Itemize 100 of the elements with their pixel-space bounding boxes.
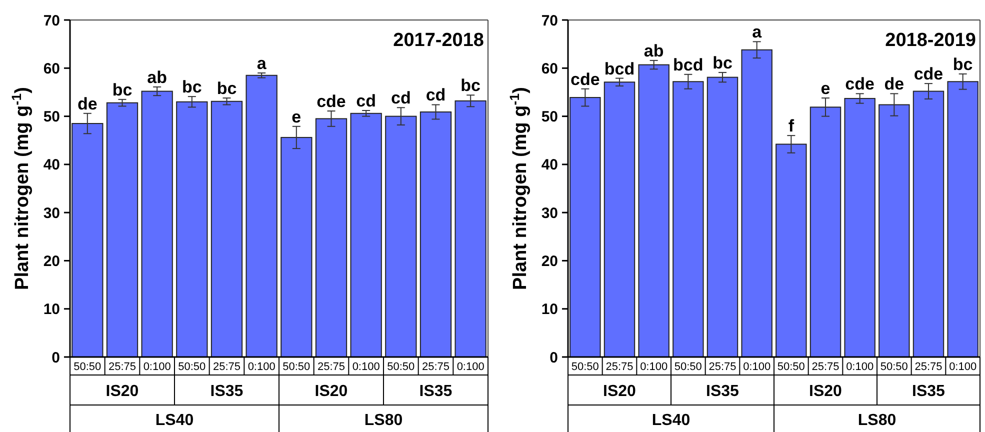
text: 2017-2018: [393, 30, 484, 51]
data-label: bc: [216, 78, 237, 98]
y-tick-label: 70: [541, 12, 558, 30]
bar: [106, 102, 138, 358]
data-label: cde: [570, 70, 600, 89]
x-tick-label: 0:100: [640, 361, 668, 373]
y-tick-label: 40: [541, 156, 558, 174]
x-tick-label: 50:50: [880, 361, 908, 373]
bar: [385, 116, 417, 358]
y-tick-label: 70: [43, 12, 60, 30]
data-label: ab: [147, 68, 168, 87]
bar: [638, 64, 670, 358]
bar: [420, 111, 452, 358]
bar: [350, 112, 382, 358]
text: 2018-2019: [885, 30, 976, 51]
bar: [246, 74, 278, 358]
bar: [878, 104, 910, 358]
data-label: de: [884, 74, 904, 94]
y-tick-label: 20: [541, 252, 558, 270]
text: IS20: [106, 383, 139, 400]
text: IS35: [706, 383, 740, 400]
y-tick-label: 10: [541, 301, 558, 318]
bar: [72, 123, 104, 358]
y-tick-label: 50: [541, 108, 558, 126]
x-tick-label: 0:100: [743, 361, 771, 373]
y-tick-label: 60: [43, 60, 60, 78]
data-label: cd: [390, 88, 411, 108]
y-tick-label: 40: [43, 156, 60, 174]
text: IS35: [419, 383, 452, 400]
y-tick-label: 30: [43, 204, 60, 222]
text: IS35: [912, 383, 946, 400]
data-label: de: [77, 94, 98, 114]
x-tick-label: 25:75: [606, 361, 634, 373]
x-tick-label: 25:75: [422, 361, 450, 373]
x-tick-label: 25:75: [108, 361, 136, 373]
data-label: cde: [914, 64, 944, 84]
data-label: bc: [712, 53, 732, 72]
bar: [741, 49, 772, 358]
x-tick-label: 50:50: [674, 361, 702, 373]
data-label: bc: [182, 78, 202, 97]
data-label: bc: [952, 54, 973, 74]
y-tick-label: 20: [43, 252, 60, 270]
data-label: a: [256, 54, 267, 73]
data-label: bc: [460, 76, 481, 96]
y-tick-label: 0: [550, 349, 558, 366]
bar: [454, 100, 486, 358]
x-tick-label: 50:50: [571, 361, 599, 373]
data-label: e: [292, 107, 302, 126]
x-tick-label: 50:50: [282, 361, 310, 373]
data-label: bcd: [604, 59, 635, 78]
x-tick-label: 0:100: [143, 361, 171, 373]
text: LS80: [858, 412, 896, 429]
data-label: cde: [316, 92, 346, 111]
data-label: f: [788, 116, 794, 136]
y-tick-label: 0: [52, 349, 60, 366]
x-tick-label: 0:100: [456, 361, 484, 373]
bar: [947, 81, 978, 358]
y-tick-label: 30: [541, 204, 558, 222]
data-label: bcd: [673, 55, 704, 74]
text: LS40: [652, 412, 690, 429]
bar: [141, 90, 173, 358]
y-tick-label: 10: [43, 301, 60, 318]
text: IS20: [603, 383, 636, 400]
bar: [176, 101, 208, 358]
x-tick-label: 50:50: [178, 361, 206, 373]
text: LS80: [364, 412, 403, 429]
data-label: cd: [426, 86, 446, 105]
bar: [776, 144, 807, 358]
x-tick-label: 25:75: [317, 361, 346, 373]
bar: [844, 98, 876, 358]
x-tick-label: 25:75: [708, 361, 736, 373]
x-tick-label: 25:75: [812, 361, 840, 373]
y-tick-label: 50: [43, 108, 60, 126]
data-label: cd: [356, 92, 376, 111]
x-tick-label: 0:100: [248, 361, 276, 373]
x-tick-label: 0:100: [949, 361, 977, 373]
x-tick-label: 25:75: [212, 361, 241, 373]
text: IS20: [314, 383, 348, 400]
bar: [570, 97, 601, 358]
bar: [810, 106, 842, 358]
data-label: ab: [644, 41, 664, 60]
data-label: cde: [845, 74, 874, 94]
x-tick-label: 25:75: [914, 361, 942, 373]
x-tick-label: 50:50: [74, 361, 102, 373]
bar: [706, 76, 738, 358]
data-label: bc: [112, 80, 132, 100]
text: LS40: [155, 412, 194, 429]
bar: [604, 82, 636, 358]
x-tick-label: 0:100: [846, 361, 874, 373]
data-label: e: [820, 78, 830, 98]
x-tick-label: 50:50: [387, 361, 415, 373]
bar: [315, 118, 348, 358]
bar: [672, 81, 704, 358]
bar: [912, 90, 944, 358]
x-tick-label: 0:100: [352, 361, 380, 373]
data-label: a: [752, 22, 762, 42]
y-tick-label: 60: [541, 60, 558, 78]
bar: [210, 100, 243, 358]
text: IS35: [210, 383, 244, 400]
text: IS20: [809, 383, 842, 400]
